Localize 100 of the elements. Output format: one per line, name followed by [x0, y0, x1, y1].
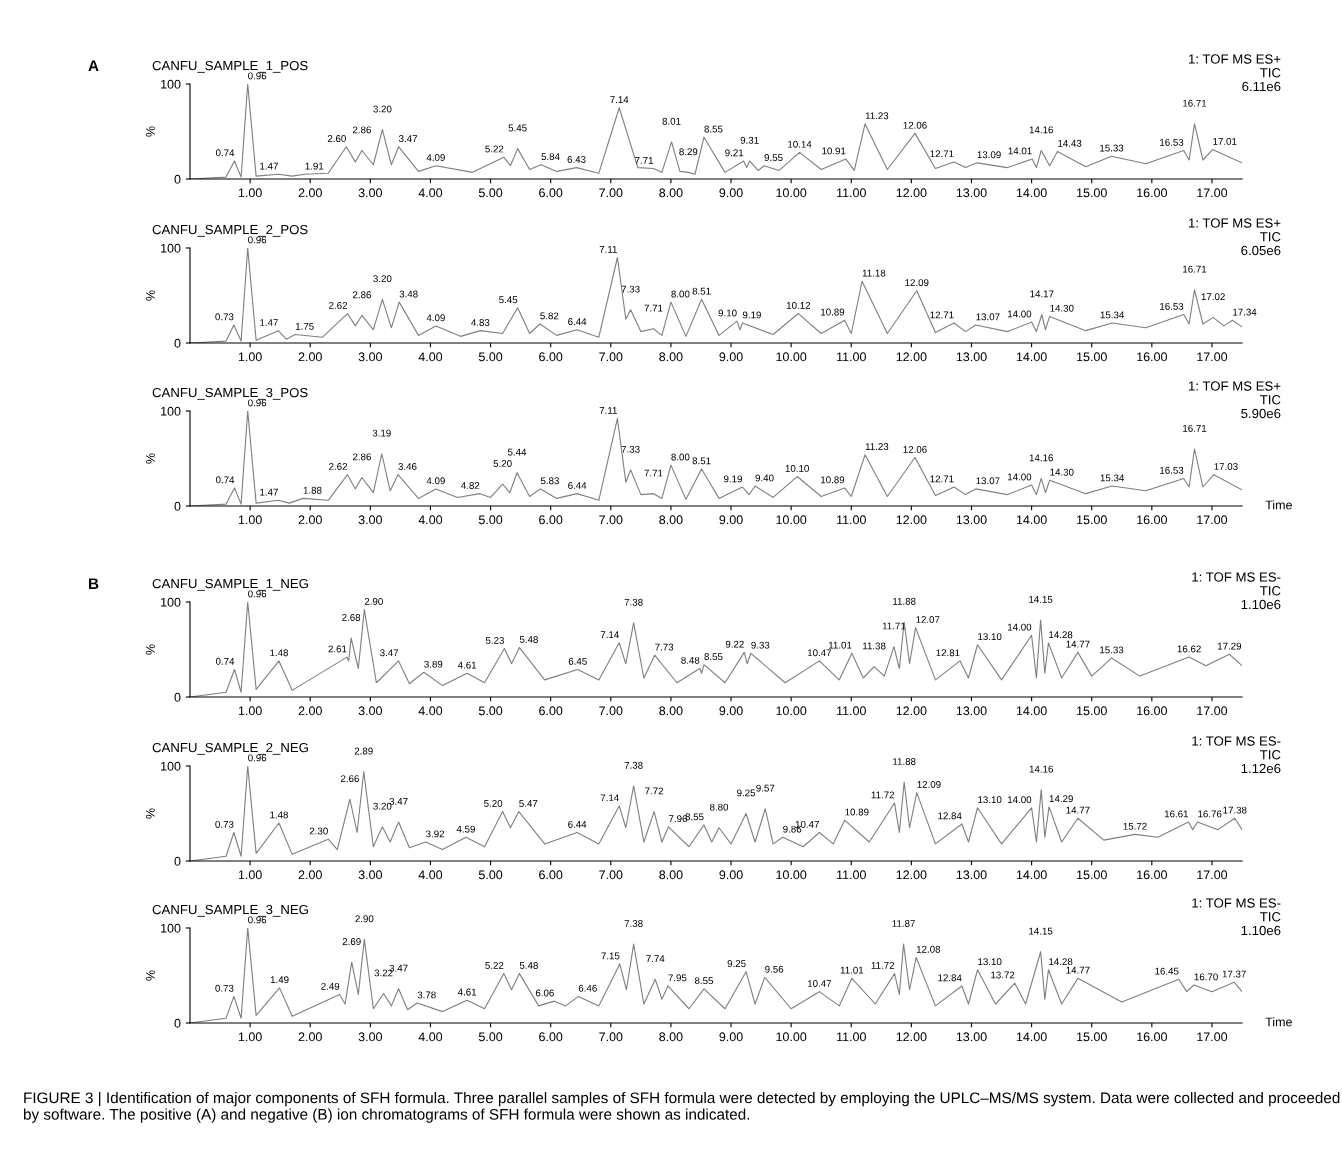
y-tick-label: 100: [161, 243, 181, 253]
annotation: 14.00: [1008, 796, 1032, 804]
annotation: 15.34: [1100, 311, 1125, 319]
annotation: 10.47: [807, 980, 832, 987]
annotation: 8.80: [709, 803, 729, 811]
annotation: 11.72: [871, 791, 895, 799]
annotation: 2.66: [340, 775, 359, 783]
annotation: 14.00: [1008, 473, 1032, 481]
annotation: 14.01: [1008, 147, 1032, 155]
y-tick-label: 0: [174, 501, 181, 511]
y-tick-label: 0: [174, 856, 181, 866]
annotation: 11.72: [871, 962, 895, 969]
annotation: 2.30: [309, 827, 328, 835]
annotation: 11.38: [863, 642, 886, 650]
annotation: 1.47: [260, 319, 278, 326]
annotation: 0.74: [215, 657, 235, 665]
annotation: 8.29: [679, 148, 698, 156]
annotation: 1.48: [270, 811, 289, 819]
annotation: 8.51: [692, 287, 711, 295]
annotation: 12.81: [936, 649, 960, 657]
x-tick-label: 8.00: [659, 188, 683, 198]
annotation: 16.45: [1155, 967, 1179, 975]
x-tick-label: 17.00: [1197, 188, 1228, 198]
annotation: 5.45: [508, 124, 527, 132]
annotation: 1.91: [305, 162, 324, 170]
y-tick-label: 0: [174, 338, 181, 348]
annotation: 16.71: [1183, 265, 1207, 273]
x-tick-label: 14.00: [1016, 706, 1047, 716]
annotation: 8.55: [704, 653, 723, 660]
annotation: 10.89: [821, 308, 845, 316]
x-tick-label: 16.00: [1137, 1032, 1167, 1042]
x-tick-label: 3.00: [358, 188, 383, 198]
annotation: 7.74: [646, 955, 665, 962]
annotation: 7.14: [610, 96, 629, 103]
annotation: 7.71: [644, 304, 663, 312]
annotation: 9.21: [725, 149, 744, 157]
annotation: 3.78: [417, 991, 436, 999]
annotation: 1: TOF MS ES- TIC 1.10e6: [1192, 898, 1281, 936]
chart-title: CANFU_SAMPLE_2_NEG: [152, 742, 308, 755]
x-tick-label: 10.00: [776, 515, 807, 525]
annotation: 14.28: [1049, 631, 1073, 639]
x-tick-label: 6.00: [539, 188, 563, 198]
x-tick-label: 6.00: [539, 352, 563, 362]
annotation: 8.48: [681, 656, 700, 664]
annotation: 3.20: [373, 275, 392, 283]
annotation: 14.17: [1030, 290, 1054, 298]
annotation: 0.96: [248, 72, 267, 80]
annotation: 14.28: [1049, 958, 1073, 966]
annotation: 9.57: [756, 784, 775, 792]
annotation: 10.89: [845, 808, 869, 816]
annotation: 17.38: [1223, 806, 1247, 814]
annotation: 8.00: [671, 453, 690, 461]
annotation: 17.37: [1222, 970, 1246, 978]
chart-title: CANFU_SAMPLE_1_POS: [152, 60, 308, 73]
annotation: 16.76: [1198, 810, 1222, 818]
annotation: 2.68: [342, 614, 361, 621]
annotation: 1.75: [295, 322, 314, 330]
annotation: 14.29: [1049, 795, 1073, 803]
chart-title: CANFU_SAMPLE_3_NEG: [152, 904, 308, 917]
annotation: 12.84: [938, 974, 962, 982]
y-tick-label: 0: [174, 692, 181, 702]
x-tick-label: 15.00: [1077, 706, 1107, 716]
annotation: 13.10: [978, 796, 1002, 804]
annotation: 16.53: [1160, 138, 1184, 146]
annotation: 16.53: [1160, 466, 1184, 474]
x-tick-label: 1.00: [238, 352, 262, 362]
x-tick-label: 11.00: [837, 515, 866, 525]
annotation: 8.51: [692, 457, 711, 465]
annotation: 5.47: [519, 800, 538, 807]
annotation: 14.00: [1008, 623, 1032, 631]
x-tick-label: 8.00: [659, 870, 683, 880]
annotation: 9.19: [742, 311, 761, 319]
x-tick-label: 17.00: [1197, 515, 1228, 525]
x-tick-label: 1.00: [238, 1032, 262, 1042]
annotation: 11.01: [828, 641, 852, 649]
x-tick-label: 10.00: [776, 706, 807, 716]
x-tick-label: 7.00: [599, 1032, 623, 1042]
annotation: 16.71: [1183, 99, 1207, 107]
x-tick-label: 12.00: [896, 188, 927, 198]
annotation: 14.16: [1029, 765, 1053, 773]
annotation: 3.46: [398, 463, 417, 470]
annotation: 17.29: [1217, 642, 1242, 650]
x-tick-label: 4.00: [418, 706, 443, 716]
annotation: 14.30: [1050, 468, 1074, 476]
annotation: 13.09: [977, 151, 1001, 159]
annotation: 2.60: [327, 135, 346, 142]
annotation: 0.96: [248, 399, 267, 407]
x-tick-label: 11.00: [837, 870, 866, 880]
x-tick-label: 12.00: [896, 515, 927, 525]
annotation: 2.90: [364, 598, 383, 605]
annotation: 11.18: [862, 269, 886, 277]
annotation: 7.96: [669, 815, 687, 823]
x-tick-label: 11.00: [837, 352, 866, 362]
x-tick-label: 8.00: [659, 706, 683, 716]
annotation: 13.07: [976, 477, 1000, 485]
annotation: 4.61: [457, 988, 477, 996]
x-tick-label: 13.00: [956, 515, 987, 525]
x-tick-label: 17.00: [1197, 352, 1228, 362]
x-tick-label: 5.00: [478, 188, 503, 198]
x-tick-label: 15.00: [1077, 515, 1107, 525]
